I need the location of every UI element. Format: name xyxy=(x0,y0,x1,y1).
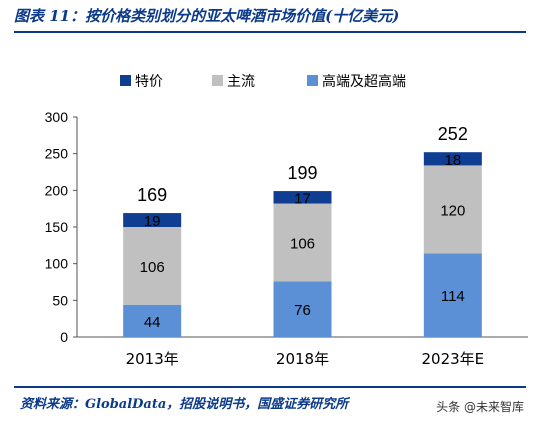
source-note: 资料来源：GlobalData，招股说明书，国盛证券研究所 xyxy=(20,397,349,412)
stacked-bar-chart: 0 50 100 150 200 250 300 44 106 19 169 2013年 76 106 17… xyxy=(45,73,528,368)
bar-segment xyxy=(273,203,332,282)
legend-swatch xyxy=(307,75,318,86)
y-tick-label: 50 xyxy=(52,292,68,308)
data-label: 120 xyxy=(440,202,465,219)
x-tick-label: 2013年 xyxy=(126,350,179,368)
bar-segment xyxy=(273,281,332,337)
watermark: 头条 @未来智库 xyxy=(436,400,524,414)
data-label: 106 xyxy=(290,235,315,252)
legend-label: 高端及超高端 xyxy=(322,73,406,90)
bar-segment xyxy=(423,152,482,166)
bar-segment xyxy=(423,165,482,254)
y-tick-label: 300 xyxy=(45,109,69,125)
data-label: 19 xyxy=(144,213,161,230)
data-label: 114 xyxy=(441,288,465,305)
data-label: 76 xyxy=(294,302,311,319)
legend-swatch xyxy=(120,75,131,86)
legend-swatch xyxy=(212,75,223,86)
figure-title: 图表 11：按价格类别划分的亚太啤酒市场价值(十亿美元) xyxy=(14,7,400,25)
title-rule xyxy=(14,31,526,33)
bar-segment xyxy=(123,227,182,305)
x-tick-label: 2023年E xyxy=(422,350,485,368)
data-label: 106 xyxy=(140,259,165,276)
bar-segment xyxy=(123,213,182,227)
y-tick-label: 200 xyxy=(45,182,69,198)
total-label: 169 xyxy=(137,185,167,205)
legend-label: 特价 xyxy=(135,74,163,90)
data-label: 44 xyxy=(144,314,161,331)
y-tick-label: 150 xyxy=(45,219,69,235)
bar-segment xyxy=(123,304,182,337)
y-tick-label: 0 xyxy=(60,329,68,345)
total-label: 199 xyxy=(287,163,317,183)
total-label: 252 xyxy=(438,124,468,144)
bar-segment xyxy=(423,253,482,337)
y-tick-label: 250 xyxy=(45,146,69,162)
bar-segment xyxy=(273,191,332,204)
y-tick-label: 100 xyxy=(45,256,69,272)
data-label: 18 xyxy=(444,152,461,169)
source-rule xyxy=(14,386,526,388)
x-tick-label: 2018年 xyxy=(276,350,329,368)
data-label: 17 xyxy=(294,190,311,207)
legend-label: 主流 xyxy=(227,74,255,90)
